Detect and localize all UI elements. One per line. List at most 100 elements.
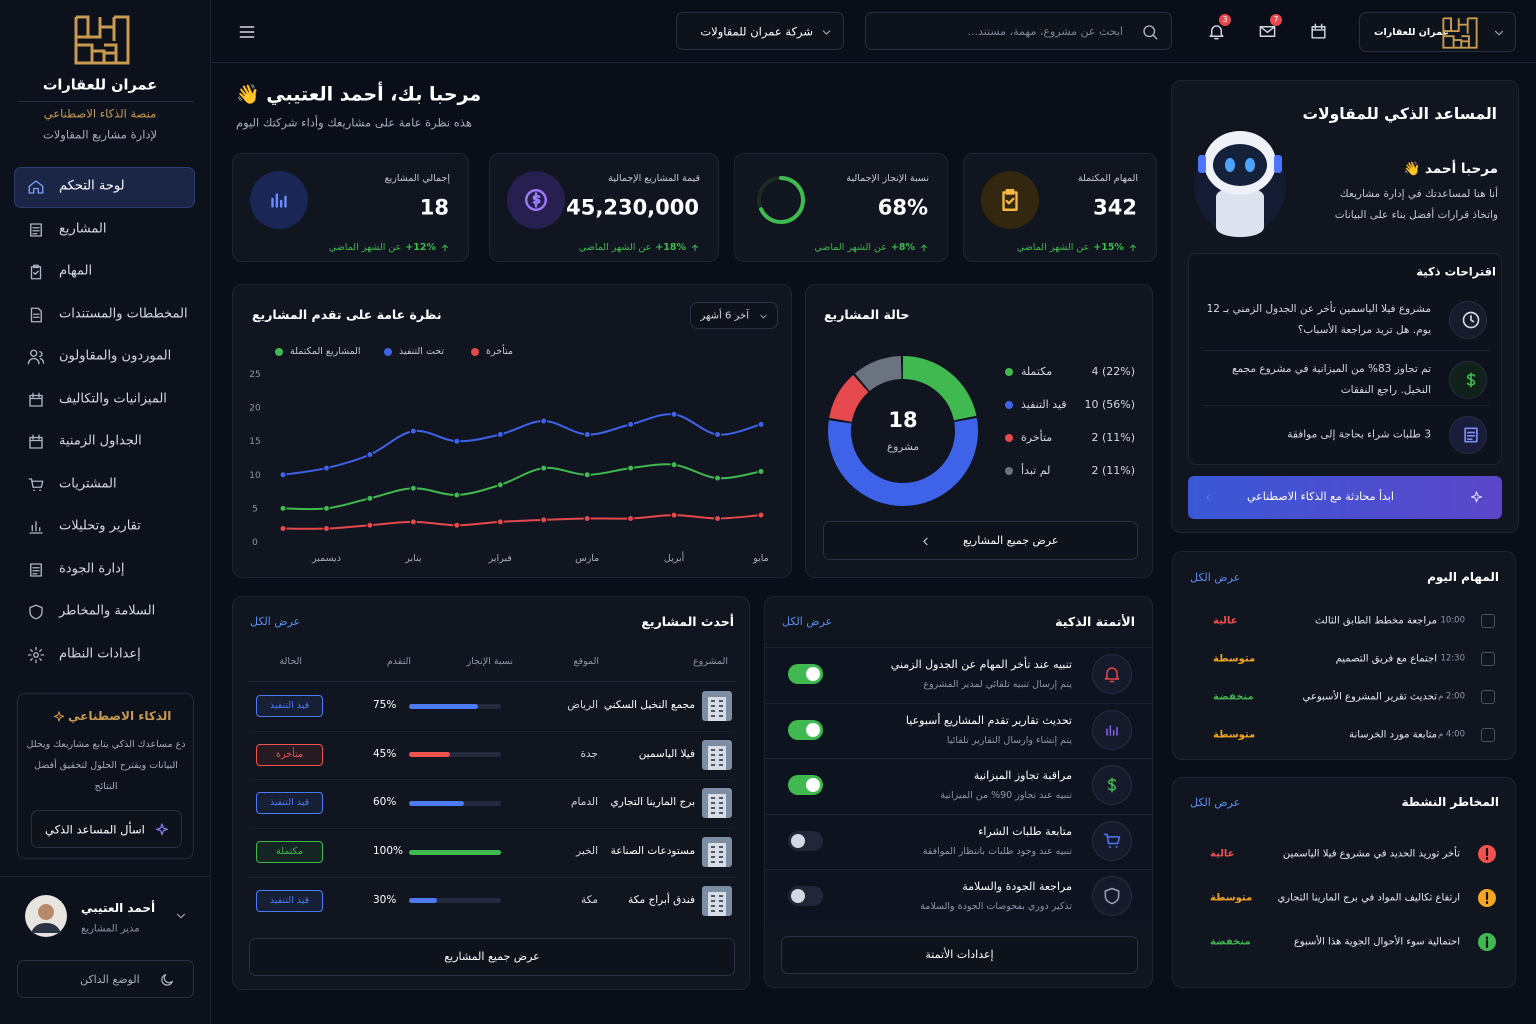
x-tick-label: يناير — [404, 553, 422, 564]
nav-item[interactable]: السلامة والمخاطر — [14, 592, 195, 632]
automation-settings-button[interactable]: إعدادات الأتمتة — [781, 936, 1138, 974]
kpi-change-value: +18% — [655, 242, 686, 253]
series-point — [670, 461, 678, 469]
automation-toggle[interactable] — [788, 775, 823, 795]
ai-box-button-label: اسأل المساعد الذكي — [45, 822, 145, 837]
robot-eye — [1245, 158, 1255, 172]
thumb-building — [708, 745, 726, 770]
kpi-card: إجمالي المشاريع 18 عن الشهر الماضي +12% — [232, 153, 469, 262]
risks-card: المخاطر النشطة عرض الكل تأخر توريد الحديد … — [1172, 777, 1516, 988]
task-time: 4:00 م — [1437, 729, 1465, 740]
topbar-button[interactable] — [1309, 20, 1329, 42]
nav-item[interactable]: لوحة التحكم — [14, 167, 195, 207]
ai-box-button[interactable]: اسأل المساعد الذكي — [31, 810, 182, 848]
nav-item[interactable]: المشاريع — [14, 210, 195, 250]
nav-item[interactable]: الميزانيات والتكاليف — [14, 380, 195, 420]
automation-icon-bg — [1092, 654, 1132, 694]
company-select[interactable]: شركة عمران للمقاولات — [676, 12, 844, 50]
series-point — [322, 525, 330, 533]
automation-toggle[interactable] — [788, 664, 823, 684]
automation-toggle[interactable] — [788, 719, 823, 740]
automation-toggle[interactable] — [788, 886, 823, 906]
thumb-building — [708, 843, 726, 868]
view-all-projects-button[interactable]: عرض جميع المشاريع — [249, 938, 735, 976]
column-header: الحالة — [279, 655, 302, 667]
icon-path — [29, 604, 43, 620]
assistant-intro: أنا هنا لمساعدتك في إدارة مشاريعك — [1340, 188, 1498, 201]
task-checkbox[interactable] — [1481, 690, 1495, 704]
legend-dot — [384, 348, 392, 356]
status-badge: قيد التنفيذ — [256, 695, 323, 717]
icon — [1462, 311, 1480, 329]
kpi-change: عن الشهر الماضي +18% — [579, 242, 700, 253]
progress-track — [409, 898, 501, 904]
robot-ear — [1274, 155, 1282, 173]
period-select[interactable]: آخر 6 أشهر — [690, 302, 778, 329]
y-tick-label: 15 — [249, 437, 260, 447]
progress-label: 100% — [373, 845, 404, 858]
legend-label: متأخرة — [1021, 430, 1053, 444]
column-header: التقدم — [386, 655, 411, 667]
kpi-change: عن الشهر الماضي +8% — [814, 242, 929, 253]
toggle-knob — [791, 833, 805, 848]
kpi-change-note: عن الشهر الماضي — [328, 242, 402, 253]
icon-path — [161, 974, 173, 986]
view-all-projects-button[interactable]: عرض جميع المشاريع — [823, 521, 1138, 560]
column-header: المشروع — [693, 655, 728, 667]
nav-item[interactable]: الجداول الزمنية — [14, 422, 195, 462]
icon — [1103, 833, 1121, 848]
automation-desc: تنبيه عند وجود طلبات بانتظار الموافقة — [922, 845, 1072, 857]
nav-item[interactable]: تقارير وتحليلات — [14, 507, 195, 547]
status-badge: مكتملة — [256, 841, 323, 864]
task-priority: متوسطة — [1213, 653, 1256, 665]
nav-item[interactable]: إعدادات النظام — [14, 635, 195, 675]
topbar-button[interactable]: 7 — [1258, 14, 1282, 42]
search-box[interactable]: ابحث عن مشروع، مهمة، مستند... — [865, 12, 1172, 50]
task-checkbox[interactable] — [1481, 614, 1495, 628]
nav-item[interactable]: المهام — [14, 252, 195, 292]
thumb-building — [708, 891, 726, 916]
series-point — [279, 525, 287, 533]
nav-item[interactable]: المخططات والمستندات — [14, 295, 195, 335]
icon — [30, 222, 42, 237]
task-title: مراجعة مخطط الطابق الثالث — [1314, 615, 1437, 627]
view-all-link: عرض الكل — [782, 614, 833, 628]
series-point — [670, 511, 678, 519]
suggestion-text: تم تجاوز 83% من الميزانية في مشروع مجمع … — [1231, 363, 1431, 396]
series-point — [627, 514, 635, 522]
legend-label: المشاريع المكتملة — [290, 345, 361, 357]
nav-item[interactable]: المشتريات — [14, 465, 195, 505]
risk-text: احتمالية سوء الأحوال الجوية هذا الأسبوع — [1293, 936, 1460, 948]
task-checkbox[interactable] — [1481, 728, 1495, 742]
icon — [30, 562, 42, 577]
chart-title: نظرة عامة على تقدم المشاريع — [252, 306, 442, 322]
nav-item[interactable]: إدارة الجودة — [14, 550, 195, 590]
risk-text: تأخر توريد الحديد في مشروع فيلا الياسمين — [1282, 848, 1460, 860]
icon-path — [53, 711, 65, 722]
icon-path — [29, 521, 43, 534]
thumb-windows — [711, 797, 723, 815]
automation-toggle[interactable] — [788, 830, 823, 851]
projects-card: أحدث المشاريع عرض الكل المشروع الموقع نسبة ا… — [232, 596, 750, 990]
view-all-link: عرض الكل — [1190, 570, 1241, 584]
icon — [28, 477, 44, 491]
icon — [29, 604, 43, 620]
dark-mode-toggle[interactable]: الوضع الداكن — [17, 960, 194, 998]
icon — [1106, 724, 1118, 736]
account-select[interactable]: عمران للعقارات — [1359, 12, 1516, 52]
nav-label: تقارير وتحليلات — [59, 518, 141, 534]
icon — [1464, 427, 1478, 443]
card-title: المخاطر النشطة — [1401, 795, 1499, 810]
icon-path — [442, 244, 448, 251]
nav-label: المخططات والمستندات — [59, 306, 188, 322]
series-point — [366, 451, 374, 459]
task-checkbox[interactable] — [1481, 652, 1495, 666]
avatar-head — [38, 904, 54, 920]
start-chat-button[interactable]: ابدأ محادثة مع الذكاء الاصطناعي — [1188, 476, 1502, 519]
series-point — [627, 420, 635, 428]
icon — [1107, 777, 1117, 793]
thumb-windows — [711, 846, 723, 864]
nav-item[interactable]: الموردون والمقاولون — [14, 337, 195, 377]
progress-track — [409, 752, 501, 758]
topbar-button[interactable]: 3 — [1207, 14, 1231, 42]
